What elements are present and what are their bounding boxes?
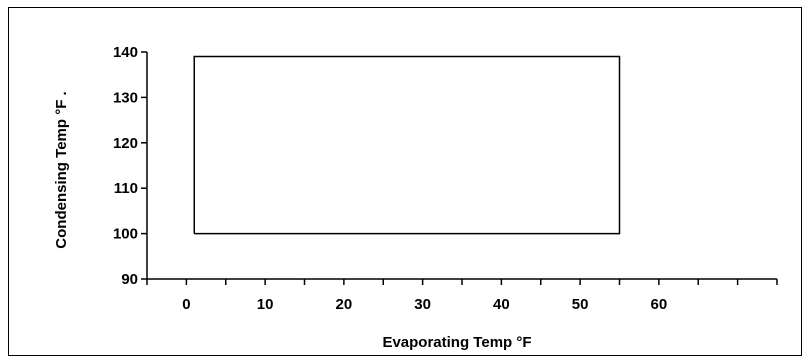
plot-area: [193, 55, 621, 235]
chart-frame: [8, 7, 802, 356]
x-tick-label: 0: [182, 296, 190, 313]
x-tick-label: 30: [414, 296, 431, 313]
y-tick-label: 140: [113, 44, 138, 61]
y-tick-label: 110: [114, 180, 138, 197]
y-axis-label: Condensing Temp °F .: [53, 91, 70, 248]
x-tick-label: 50: [572, 296, 589, 313]
series-line-0: [193, 55, 621, 235]
x-axis-label: Evaporating Temp °F: [382, 334, 531, 351]
y-tick-label: 90: [121, 271, 138, 288]
x-tick-label: 40: [493, 296, 510, 313]
x-tick-label: 60: [651, 296, 668, 313]
x-tick-label: 20: [336, 296, 353, 313]
x-tick-label: 10: [257, 296, 274, 313]
y-tick-label: 120: [113, 135, 138, 152]
y-tick-label: 100: [113, 226, 138, 243]
y-tick-label: 130: [113, 89, 138, 106]
axes: 90 100 110 120 130 140 0 10 20 30 40 50 60: [113, 44, 778, 313]
